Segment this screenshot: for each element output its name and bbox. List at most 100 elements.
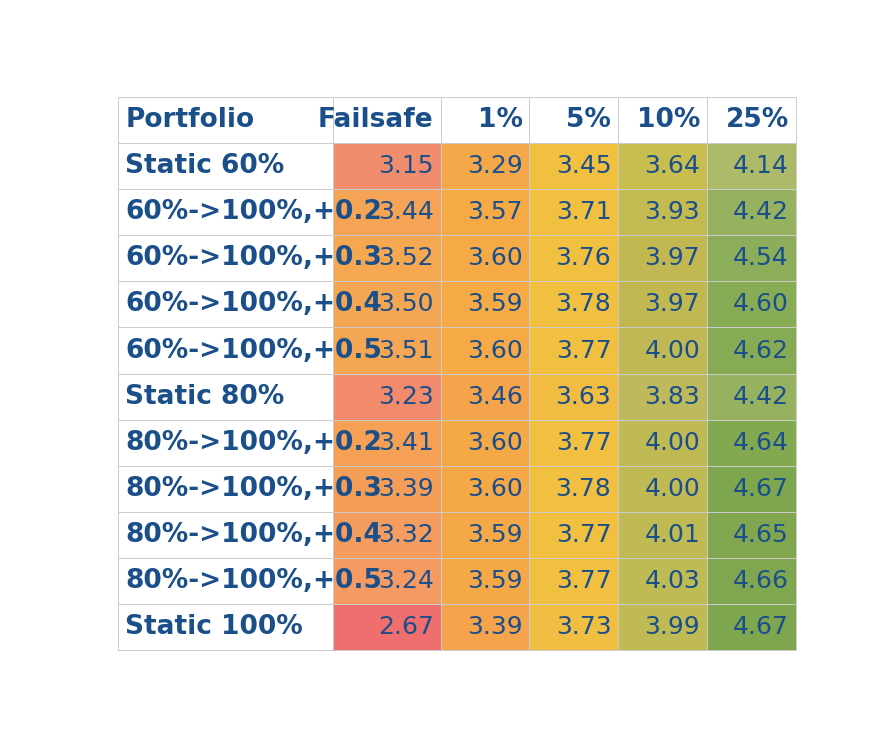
- Text: 4.03: 4.03: [644, 569, 700, 593]
- Text: 3.71: 3.71: [556, 200, 611, 224]
- Text: 3.78: 3.78: [556, 293, 611, 316]
- Text: 25%: 25%: [726, 107, 789, 133]
- Bar: [441, 327, 530, 374]
- Bar: [119, 512, 333, 558]
- Bar: [119, 466, 333, 512]
- Text: 4.67: 4.67: [733, 615, 789, 639]
- Bar: [618, 282, 707, 327]
- Text: 10%: 10%: [637, 107, 700, 133]
- Text: 4.54: 4.54: [733, 246, 789, 270]
- Bar: [618, 374, 707, 419]
- Text: 4.00: 4.00: [644, 338, 700, 363]
- Text: 3.50: 3.50: [378, 293, 434, 316]
- Bar: [333, 419, 441, 466]
- Text: 60%->100%,+0.5: 60%->100%,+0.5: [125, 338, 382, 363]
- Text: 4.67: 4.67: [733, 477, 789, 501]
- Text: 3.60: 3.60: [467, 338, 523, 363]
- Text: Failsafe: Failsafe: [318, 107, 434, 133]
- Text: 80%->100%,+0.3: 80%->100%,+0.3: [125, 476, 382, 502]
- Text: 80%->100%,+0.2: 80%->100%,+0.2: [125, 430, 382, 455]
- Text: 3.78: 3.78: [556, 477, 611, 501]
- Bar: [530, 235, 618, 282]
- Text: 4.60: 4.60: [733, 293, 789, 316]
- Bar: [441, 374, 530, 419]
- Text: Static 100%: Static 100%: [125, 614, 303, 640]
- Text: 4.42: 4.42: [733, 200, 789, 224]
- Bar: [333, 189, 441, 235]
- Text: 3.15: 3.15: [378, 154, 434, 178]
- Text: 3.59: 3.59: [467, 293, 523, 316]
- Text: Portfolio: Portfolio: [125, 107, 254, 133]
- Bar: [530, 97, 618, 143]
- Bar: [441, 97, 530, 143]
- Text: 5%: 5%: [566, 107, 611, 133]
- Bar: [333, 512, 441, 558]
- Text: 4.64: 4.64: [733, 430, 789, 455]
- Text: 4.00: 4.00: [644, 430, 700, 455]
- Text: 3.83: 3.83: [644, 385, 700, 408]
- Bar: [441, 235, 530, 282]
- Text: 3.63: 3.63: [556, 385, 611, 408]
- Bar: [707, 143, 796, 189]
- Bar: [119, 143, 333, 189]
- Bar: [530, 374, 618, 419]
- Text: Static 80%: Static 80%: [125, 384, 285, 410]
- Text: 3.97: 3.97: [645, 293, 700, 316]
- Text: 4.00: 4.00: [644, 477, 700, 501]
- Bar: [618, 189, 707, 235]
- Bar: [707, 558, 796, 604]
- Text: 1%: 1%: [477, 107, 523, 133]
- Bar: [530, 604, 618, 650]
- Text: 3.46: 3.46: [467, 385, 523, 408]
- Bar: [119, 282, 333, 327]
- Text: 3.23: 3.23: [378, 385, 434, 408]
- Bar: [618, 604, 707, 650]
- Bar: [441, 466, 530, 512]
- Text: 3.51: 3.51: [378, 338, 434, 363]
- Bar: [530, 143, 618, 189]
- Bar: [333, 235, 441, 282]
- Bar: [530, 419, 618, 466]
- Text: 3.44: 3.44: [378, 200, 434, 224]
- Text: 3.59: 3.59: [467, 569, 523, 593]
- Bar: [707, 604, 796, 650]
- Bar: [530, 466, 618, 512]
- Bar: [618, 466, 707, 512]
- Bar: [707, 466, 796, 512]
- Text: 3.57: 3.57: [467, 200, 523, 224]
- Bar: [441, 143, 530, 189]
- Text: 3.77: 3.77: [556, 338, 611, 363]
- Text: 3.59: 3.59: [467, 523, 523, 547]
- Text: 3.24: 3.24: [378, 569, 434, 593]
- Text: 3.41: 3.41: [378, 430, 434, 455]
- Bar: [119, 327, 333, 374]
- Bar: [707, 282, 796, 327]
- Text: 80%->100%,+0.4: 80%->100%,+0.4: [125, 522, 382, 548]
- Bar: [333, 558, 441, 604]
- Text: 3.39: 3.39: [467, 615, 523, 639]
- Bar: [119, 419, 333, 466]
- Text: 4.65: 4.65: [733, 523, 789, 547]
- Bar: [707, 374, 796, 419]
- Bar: [119, 558, 333, 604]
- Text: 3.45: 3.45: [556, 154, 611, 178]
- Bar: [441, 282, 530, 327]
- Bar: [119, 374, 333, 419]
- Text: 3.32: 3.32: [378, 523, 434, 547]
- Text: 3.60: 3.60: [467, 246, 523, 270]
- Text: 3.97: 3.97: [645, 246, 700, 270]
- Text: 3.29: 3.29: [467, 154, 523, 178]
- Bar: [530, 189, 618, 235]
- Bar: [119, 604, 333, 650]
- Text: 3.77: 3.77: [556, 523, 611, 547]
- Bar: [333, 466, 441, 512]
- Bar: [618, 327, 707, 374]
- Bar: [119, 235, 333, 282]
- Bar: [618, 97, 707, 143]
- Bar: [530, 558, 618, 604]
- Bar: [530, 512, 618, 558]
- Text: 3.60: 3.60: [467, 430, 523, 455]
- Bar: [618, 143, 707, 189]
- Text: 4.66: 4.66: [733, 569, 789, 593]
- Text: 60%->100%,+0.3: 60%->100%,+0.3: [125, 245, 382, 271]
